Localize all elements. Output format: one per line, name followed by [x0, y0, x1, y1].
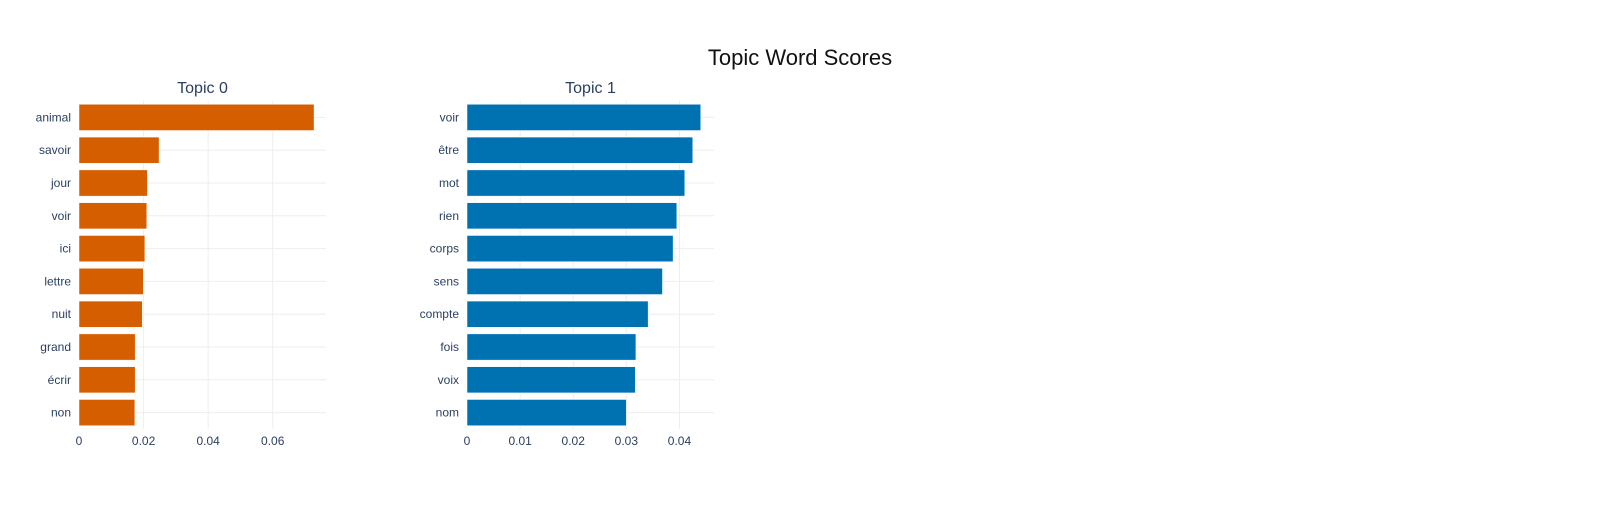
bar-voir[interactable]	[78, 202, 148, 230]
bar-jour[interactable]	[78, 169, 148, 197]
bar-fois[interactable]	[466, 333, 637, 361]
bar-nom[interactable]	[466, 399, 627, 426]
bar-compte[interactable]	[466, 300, 649, 328]
bar-nuit[interactable]	[78, 300, 143, 328]
bar-grand[interactable]	[78, 333, 136, 361]
subplot-topic-0: Topic 0 0 0.02 0.04 0.06 animal savoir jour voir…	[36, 80, 326, 448]
x-tick-label: 0.03	[615, 434, 639, 448]
x-tick-label: 0.04	[196, 434, 220, 448]
y-tick-label: être	[438, 143, 459, 157]
bar-voix[interactable]	[466, 366, 636, 394]
y-tick-label: non	[51, 406, 71, 420]
y-tick-label: voix	[438, 373, 459, 387]
y-tick-label: savoir	[39, 143, 71, 157]
y-tick-label: ici	[60, 242, 71, 256]
y-tick-label: grand	[40, 340, 71, 354]
bar-écrir[interactable]	[78, 366, 136, 394]
bar-savoir[interactable]	[78, 136, 160, 164]
y-tick-label: nom	[436, 406, 459, 420]
bar-voir[interactable]	[466, 104, 701, 131]
y-tick-label: jour	[50, 176, 71, 190]
y-tick-label: fois	[440, 340, 459, 354]
y-tick-label: mot	[439, 176, 460, 190]
x-tick-label: 0.06	[261, 434, 285, 448]
x-tick-label: 0.02	[562, 434, 586, 448]
y-tick-label: animal	[36, 110, 71, 124]
y-tick-label: voir	[440, 110, 459, 124]
y-tick-label: nuit	[52, 307, 72, 321]
x-tick-label: 0.02	[132, 434, 156, 448]
bar-sens[interactable]	[466, 268, 663, 295]
bar-non[interactable]	[78, 399, 136, 426]
chart-title: Topic Word Scores	[708, 45, 892, 70]
bar-animal[interactable]	[78, 104, 315, 131]
y-tick-label: corps	[430, 242, 459, 256]
bar-être[interactable]	[466, 136, 694, 164]
y-tick-label: compte	[420, 307, 460, 321]
x-tick-label: 0	[76, 434, 83, 448]
bar-lettre[interactable]	[78, 268, 144, 295]
y-tick-label: écrir	[48, 373, 71, 387]
bar-mot[interactable]	[466, 169, 686, 197]
x-tick-label: 0	[464, 434, 471, 448]
y-tick-label: rien	[439, 209, 459, 223]
subplot-title: Topic 1	[565, 80, 616, 97]
subplot-title: Topic 0	[177, 80, 228, 97]
bar-rien[interactable]	[466, 202, 678, 230]
y-tick-label: voir	[52, 209, 71, 223]
y-tick-label: sens	[434, 274, 459, 288]
subplot-topic-1: Topic 1 0 0.01 0.02 0.03 0.04 voir être mot rien c…	[420, 80, 714, 448]
x-tick-label: 0.01	[508, 434, 532, 448]
bar-ici[interactable]	[78, 235, 146, 262]
x-tick-label: 0.04	[668, 434, 692, 448]
bar-corps[interactable]	[466, 235, 674, 262]
y-tick-label: lettre	[44, 274, 71, 288]
